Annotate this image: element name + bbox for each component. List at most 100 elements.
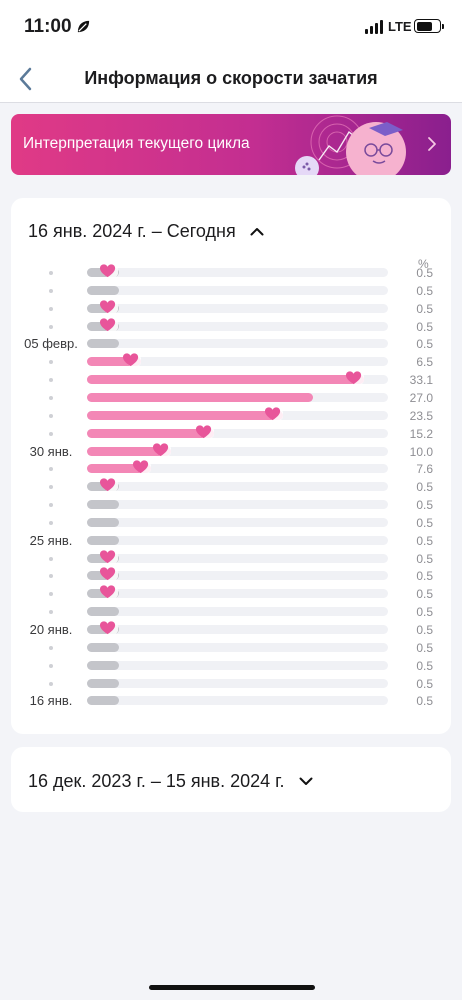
chevron-down-icon <box>299 777 313 785</box>
rate-value: 0.5 <box>416 498 433 513</box>
bar-track <box>87 285 388 295</box>
chart-row: 0.5 <box>11 567 451 585</box>
rate-bar <box>87 500 119 510</box>
date-label: 05 февр. <box>24 336 78 352</box>
rate-bar <box>87 696 119 706</box>
rate-value: 0.5 <box>416 480 433 495</box>
current-cycle-range: 16 янв. 2024 г. – Сегодня <box>28 221 236 241</box>
chart-row: 0.5 <box>11 657 451 675</box>
chart-row: 30 янв. 10.0 <box>11 442 451 461</box>
previous-cycle-range: 16 дек. 2023 г. – 15 янв. 2024 г. <box>28 771 285 791</box>
rate-value: 10.0 <box>409 444 433 459</box>
date-dot <box>49 395 53 400</box>
bar-track <box>87 442 388 458</box>
chart-row: 05 февр. 0.5 <box>11 335 451 353</box>
banner-text: Интерпретация текущего цикла <box>23 135 250 152</box>
chart-row: 20 янв. 0.5 <box>11 621 451 639</box>
rate-value: 27.0 <box>409 390 433 405</box>
rate-value: 33.1 <box>409 373 433 388</box>
date-label: 16 янв. <box>29 693 73 709</box>
chart-row: 23.5 <box>11 407 451 425</box>
status-bar: 11:00 LTE <box>0 0 462 56</box>
date-dot <box>49 306 53 311</box>
rate-value: 23.5 <box>409 408 433 423</box>
heart-icon <box>122 352 142 369</box>
chart-row: 0.5 <box>11 264 451 282</box>
chart-row: 0.5 <box>11 603 451 621</box>
bar-track <box>87 407 388 422</box>
heart-icon <box>99 299 119 316</box>
battery-icon <box>414 19 444 33</box>
rate-value: 0.5 <box>416 301 433 316</box>
previous-cycle-toggle[interactable]: 16 дек. 2023 г. – 15 янв. 2024 г. <box>28 771 313 792</box>
bar-track <box>87 535 388 545</box>
bar-track <box>87 550 388 565</box>
rate-value: 0.5 <box>416 623 433 637</box>
bar-track <box>87 607 388 617</box>
bar-track <box>87 500 388 510</box>
chart-row: 25 янв. 0.5 <box>11 532 451 550</box>
bar-track <box>87 460 388 475</box>
rate-value: 0.5 <box>416 587 433 602</box>
date-dot <box>49 592 53 597</box>
bar-track <box>87 371 388 386</box>
chart-row: 15.2 <box>11 425 451 443</box>
cycle-interpretation-banner[interactable]: Интерпретация текущего цикла <box>11 114 451 175</box>
rate-value: 0.5 <box>416 515 433 530</box>
percent-unit-label: % <box>418 257 429 271</box>
home-indicator <box>149 985 315 990</box>
chart-row: 7.6 <box>11 460 451 478</box>
chart-row: 0.5 <box>11 550 451 568</box>
bar-track <box>87 317 388 333</box>
chevron-up-icon <box>250 228 264 236</box>
signal-icon <box>365 20 383 34</box>
rate-value: 0.5 <box>416 658 433 673</box>
chevron-right-icon <box>428 137 436 151</box>
previous-cycle-card: 16 дек. 2023 г. – 15 янв. 2024 г. <box>11 747 451 812</box>
rate-value: 0.5 <box>416 283 433 298</box>
rate-bar <box>87 410 284 420</box>
rate-bar <box>87 535 119 545</box>
network-type: LTE <box>388 19 412 34</box>
bar-track <box>87 642 388 652</box>
date-dot <box>49 610 53 615</box>
back-button[interactable] <box>10 62 44 96</box>
leaf-icon <box>77 20 90 33</box>
heart-icon <box>132 459 151 476</box>
heart-icon <box>195 424 215 441</box>
date-label: 30 янв. <box>29 443 73 459</box>
rate-bar <box>87 517 119 527</box>
chart-row: 0.5 <box>11 300 451 318</box>
chart-row: 33.1 <box>11 371 451 389</box>
bar-track <box>87 339 388 349</box>
rate-bar <box>87 607 119 617</box>
bar-track <box>87 696 388 706</box>
current-cycle-toggle[interactable]: 16 янв. 2024 г. – Сегодня <box>28 221 264 242</box>
rate-value: 0.5 <box>416 533 433 548</box>
nav-bar: Информация о скорости зачатия <box>0 56 462 103</box>
rate-value: 0.5 <box>416 676 433 691</box>
bar-track <box>87 621 388 636</box>
chart-row: 0.5 <box>11 675 451 693</box>
rate-value: 6.5 <box>416 355 433 370</box>
date-label: 25 янв. <box>29 532 73 548</box>
bar-track <box>87 353 388 368</box>
date-dot <box>49 503 53 508</box>
rate-bar <box>87 446 171 456</box>
heart-icon <box>99 620 119 637</box>
date-dot <box>49 645 53 650</box>
date-dot <box>49 663 53 668</box>
current-cycle-card: 16 янв. 2024 г. – Сегодня % 0.5 0.5 0.5 0.5… <box>11 198 451 734</box>
date-dot <box>49 413 53 418</box>
date-dot <box>49 431 53 436</box>
status-time: 11:00 <box>24 16 72 37</box>
rate-bar <box>87 392 313 402</box>
bar-track <box>87 678 388 688</box>
rate-bar <box>87 357 142 367</box>
heart-icon <box>264 406 284 423</box>
heart-icon <box>345 370 365 387</box>
rate-value: 0.5 <box>416 640 433 655</box>
date-dot <box>49 556 53 561</box>
rate-bar <box>87 464 151 474</box>
heart-icon <box>99 584 119 601</box>
